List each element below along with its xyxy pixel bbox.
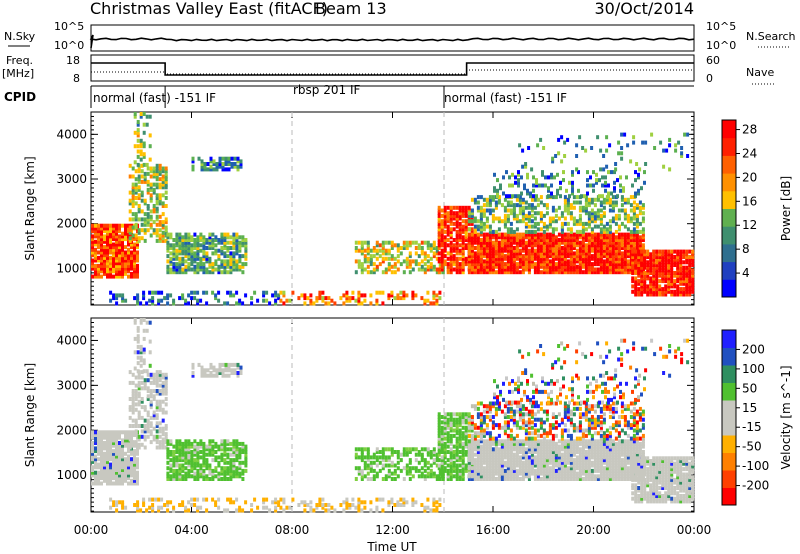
velocity-ytick-label: 4000 <box>56 333 87 347</box>
velocity-colorbar-label: -15 <box>742 420 762 434</box>
velocity-colorbar-swatch <box>722 470 736 488</box>
power-colorbar-swatch <box>722 137 736 156</box>
velocity-ytick-label: 1000 <box>56 468 87 482</box>
power-colorbar-swatch <box>722 173 736 192</box>
plot-title: Christmas Valley East (fitACF) <box>90 0 328 18</box>
xtick-label: 20:00 <box>576 523 611 537</box>
nave-trace <box>91 69 694 75</box>
cpid-mode-1: normal (fast) -151 IF <box>93 91 216 105</box>
velocity-colorbar-swatch <box>722 452 736 471</box>
power-colorbar-label: 16 <box>742 194 757 208</box>
velocity-colorbar-swatch <box>722 417 736 436</box>
nsky-tick-top: 10^5 <box>54 20 84 33</box>
nsky-tick-bottom: 10^0 <box>54 39 84 52</box>
velocity-colorbar-swatch <box>722 365 736 383</box>
freq-tick-bottom: 8 <box>73 72 80 85</box>
power-colorbar-swatch <box>722 279 736 298</box>
nave-tick-top: 60 <box>706 54 720 67</box>
velocity-ytick-label: 2000 <box>56 423 87 437</box>
nave-tick-bottom: 0 <box>706 72 713 85</box>
nsky-trace <box>89 34 695 49</box>
freq-label-bottom: [MHz] <box>2 67 34 80</box>
power-colorbar-swatch <box>722 243 736 263</box>
velocity-heatmap <box>91 318 695 513</box>
xaxis-label: Time UT <box>366 540 417 554</box>
xtick-label: 12:00 <box>375 523 410 537</box>
beam-label: Beam 13 <box>315 0 387 18</box>
nsky-label: N.Sky <box>4 30 36 43</box>
xtick-label: 04:00 <box>174 523 209 537</box>
velocity-colorbar-title: Velocity [m s^-1] <box>779 365 793 469</box>
velocity-colorbar-label: -200 <box>742 479 769 493</box>
velocity-colorbar-swatch <box>722 347 736 366</box>
power-colorbar-label: 24 <box>742 146 757 160</box>
velocity-colorbar-swatch <box>722 382 736 401</box>
power-colorbar-label: 4 <box>742 266 750 280</box>
power-colorbar-title: Power [dB] <box>779 176 793 241</box>
power-colorbar-label: 28 <box>742 123 757 137</box>
freq-label-top: Freq. <box>6 54 33 67</box>
power-colorbar-label: 8 <box>742 242 750 256</box>
power-ytick-label: 1000 <box>56 261 87 275</box>
xtick-label: 16:00 <box>476 523 511 537</box>
velocity-colorbar-label: 15 <box>742 401 757 415</box>
xtick-label: 00:00 <box>677 523 712 537</box>
cpid-mode-3: normal (fast) -151 IF <box>444 91 567 105</box>
velocity-colorbar-label: 200 <box>742 342 765 356</box>
freq-tick-top: 18 <box>66 54 80 67</box>
freq-trace <box>91 62 694 76</box>
velocity-ylabel: Slant Range [km] <box>23 363 37 467</box>
nsearch-tick-bottom: 10^0 <box>706 39 736 52</box>
freq-frame <box>90 54 695 82</box>
power-colorbar-swatch <box>722 190 736 209</box>
cpid-mode-2: rbsp 201 IF <box>293 83 360 97</box>
power-heatmap <box>91 112 695 306</box>
velocity-colorbar-swatch <box>722 330 736 348</box>
cpid-label: CPID <box>4 90 36 104</box>
power-ylabel: Slant Range [km] <box>23 156 37 260</box>
power-colorbar-swatch <box>722 226 736 245</box>
velocity-colorbar-label: 50 <box>742 381 757 395</box>
velocity-colorbar-label: 100 <box>742 362 765 376</box>
date-label: 30/Oct/2014 <box>594 0 694 18</box>
nsearch-tick-top: 10^5 <box>706 20 736 33</box>
power-colorbar-swatch <box>722 120 736 139</box>
velocity-colorbar-swatch <box>722 400 736 418</box>
velocity-colorbar-swatch <box>722 435 736 453</box>
power-colorbar-swatch <box>722 155 736 174</box>
power-colorbar-frame <box>721 119 737 298</box>
power-colorbar-label: 20 <box>742 170 757 184</box>
velocity-colorbar-label: -50 <box>742 440 762 454</box>
nave-label: Nave <box>746 66 774 79</box>
power-ytick-label: 4000 <box>56 127 87 141</box>
velocity-colorbar-label: -100 <box>742 459 769 473</box>
power-ytick-label: 3000 <box>56 172 87 186</box>
power-colorbar-swatch <box>722 261 736 280</box>
power-ytick-label: 2000 <box>56 217 87 231</box>
velocity-colorbar-swatch <box>722 487 736 506</box>
xtick-label: 00:00 <box>74 523 109 537</box>
power-colorbar-label: 12 <box>742 218 757 232</box>
velocity-colorbar-frame <box>721 329 737 506</box>
velocity-ytick-label: 3000 <box>56 378 87 392</box>
nsearch-label: N.Search <box>746 30 796 43</box>
xtick-label: 08:00 <box>275 523 310 537</box>
power-colorbar-swatch <box>722 208 736 227</box>
